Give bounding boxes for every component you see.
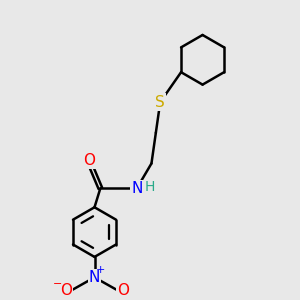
Text: +: + [96, 265, 106, 275]
Text: O: O [117, 283, 129, 298]
Text: N: N [89, 270, 100, 285]
Text: O: O [83, 153, 95, 168]
Text: O: O [60, 283, 72, 298]
Text: N: N [131, 181, 142, 196]
Text: H: H [145, 180, 155, 194]
Text: −: − [53, 279, 63, 289]
Text: S: S [155, 94, 165, 110]
